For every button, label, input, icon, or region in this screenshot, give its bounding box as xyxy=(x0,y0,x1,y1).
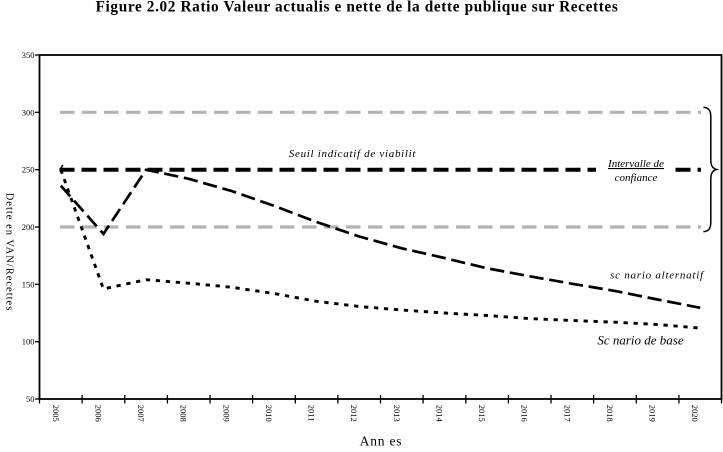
svg-text:Figure 2.02 Ratio Valeur actua: Figure 2.02 Ratio Valeur actualis e nett… xyxy=(96,0,619,16)
svg-text:2006: 2006 xyxy=(93,405,103,422)
svg-text:2009: 2009 xyxy=(221,405,231,422)
svg-text:2005: 2005 xyxy=(51,405,61,422)
svg-text:Intervalle de: Intervalle de xyxy=(607,158,664,170)
svg-text:2017: 2017 xyxy=(562,405,572,422)
svg-text:Seuil indicatif de viabilit: Seuil indicatif de viabilit xyxy=(289,148,417,160)
svg-text:2015: 2015 xyxy=(477,405,487,422)
svg-text:2010: 2010 xyxy=(264,405,274,422)
svg-text:Dette en VAN/Recettes: Dette en VAN/Recettes xyxy=(4,193,15,312)
svg-text:300: 300 xyxy=(22,107,35,117)
svg-text:Ann es: Ann es xyxy=(360,434,403,449)
svg-text:2018: 2018 xyxy=(605,405,615,422)
svg-text:50: 50 xyxy=(26,394,35,404)
svg-text:100: 100 xyxy=(22,337,35,347)
svg-text:2008: 2008 xyxy=(179,405,189,422)
svg-text:sc nario alternatif: sc nario alternatif xyxy=(610,270,705,282)
svg-text:350: 350 xyxy=(22,50,35,60)
svg-text:200: 200 xyxy=(22,222,35,232)
svg-text:150: 150 xyxy=(22,279,35,289)
svg-text:confiance: confiance xyxy=(615,172,658,184)
svg-text:2019: 2019 xyxy=(648,405,658,422)
svg-text:2012: 2012 xyxy=(349,405,359,422)
svg-text:2011: 2011 xyxy=(307,405,317,422)
svg-text:2014: 2014 xyxy=(434,405,444,423)
svg-text:250: 250 xyxy=(22,165,35,175)
svg-text:2007: 2007 xyxy=(136,405,146,422)
svg-text:2016: 2016 xyxy=(520,405,530,422)
svg-text:Sc nario de base: Sc nario de base xyxy=(597,333,684,348)
svg-text:2020: 2020 xyxy=(690,405,700,422)
svg-text:2013: 2013 xyxy=(392,405,402,422)
